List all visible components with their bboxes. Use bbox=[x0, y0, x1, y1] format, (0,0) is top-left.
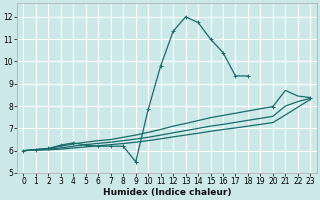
X-axis label: Humidex (Indice chaleur): Humidex (Indice chaleur) bbox=[103, 188, 231, 197]
